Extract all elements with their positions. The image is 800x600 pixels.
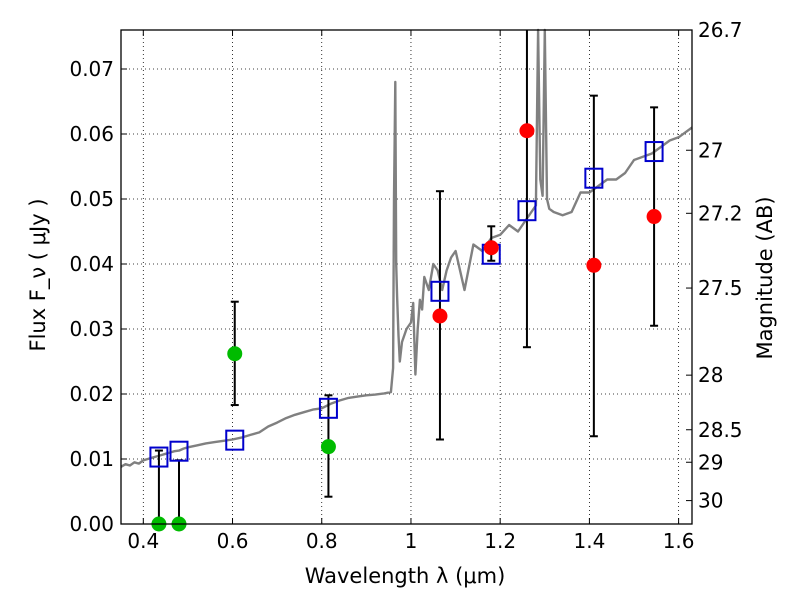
detection-point <box>646 209 662 225</box>
y2-tick-label: 27.2 <box>698 201 743 225</box>
x-tick-label: 1.4 <box>573 529 605 553</box>
y2-tick-label: 30 <box>698 489 723 513</box>
model-square-marker <box>318 397 338 419</box>
plot-frame <box>120 29 693 525</box>
y-tick-label: 0.05 <box>69 187 114 211</box>
x-tick-label: 0.4 <box>127 529 159 553</box>
detection-point <box>483 240 499 256</box>
x-tick-label: 0.8 <box>306 529 338 553</box>
x-tick-label: 1.2 <box>484 529 516 553</box>
y-tick-label: 0.00 <box>69 512 114 536</box>
y2-tick-label: 27 <box>698 138 723 162</box>
axis-ticks: 0.4 0.6 0.8 1 1.2 1.4 1.6 0.00 0.01 0.02 0.03 0.04 0… <box>69 18 742 553</box>
x-tick-label: 1.6 <box>663 529 695 553</box>
y-tick-label: 0.04 <box>69 252 114 276</box>
y-tick-label: 0.07 <box>69 57 114 81</box>
non-detection-point <box>320 439 336 455</box>
detection-point <box>432 308 448 324</box>
model-square-marker <box>225 429 245 451</box>
x-tick-label: 1 <box>405 529 418 553</box>
y2-tick-label: 26.7 <box>698 18 743 42</box>
non-detection-point <box>227 346 243 362</box>
x-tick-label: 0.6 <box>217 529 249 553</box>
y-axis-label: Flux F_ν ( μJy ) <box>26 198 51 351</box>
detection-point <box>519 123 535 139</box>
model-square-marker <box>644 141 664 163</box>
y2-tick-label: 28.5 <box>698 418 743 442</box>
x-axis-label: Wavelength λ (μm) <box>305 564 506 588</box>
y2-tick-label: 27.5 <box>698 276 743 300</box>
model-square-marker <box>584 167 604 189</box>
y-tick-label: 0.06 <box>69 122 114 146</box>
spectrum-line <box>120 28 693 468</box>
detection-point <box>586 257 602 273</box>
model-square-marker <box>169 440 189 462</box>
y-tick-label: 0.03 <box>69 317 114 341</box>
y-tick-label: 0.01 <box>69 447 114 471</box>
model-square-marker <box>517 200 537 222</box>
spectrum-layer <box>120 28 693 468</box>
model-square-marker <box>430 280 450 302</box>
y-tick-label: 0.02 <box>69 382 114 406</box>
y2-tick-label: 28 <box>698 363 723 387</box>
data-point-layer <box>151 123 662 532</box>
y2-tick-label: 29 <box>698 450 723 474</box>
model-square-marker <box>149 446 169 468</box>
y2-axis-label: Magnitude (AB) <box>753 196 777 359</box>
